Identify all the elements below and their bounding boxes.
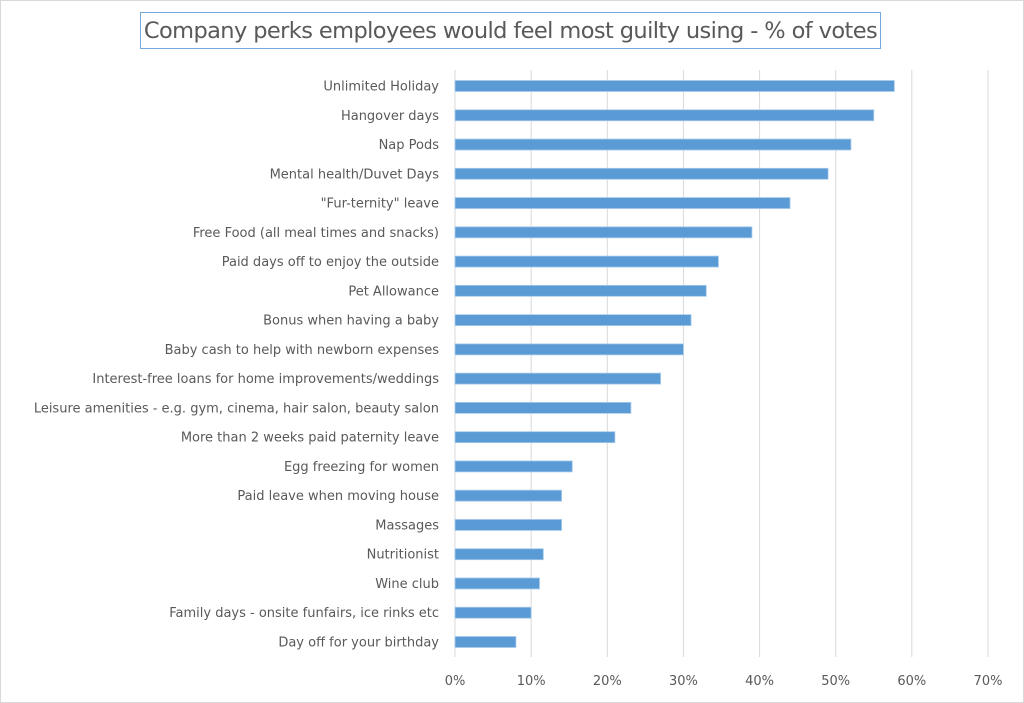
category-label: Free Food (all meal times and snacks)	[193, 226, 439, 241]
bar	[454, 138, 852, 151]
category-label: Egg freezing for women	[284, 460, 439, 475]
category-label: Paid days off to enjoy the outside	[222, 255, 439, 270]
x-tick-label: 60%	[897, 674, 926, 689]
category-labels: Unlimited Holiday Hangover days Nap Pods Me…	[34, 80, 439, 651]
category-label: Day off for your birthday	[278, 636, 439, 651]
category-label: Family days - onsite funfairs, ice rinks…	[169, 606, 439, 621]
bar	[454, 109, 875, 122]
x-tick-labels: 0% 10% 20% 30% 40% 50% 60% 70%	[445, 674, 1003, 689]
category-label: Nutritionist	[367, 548, 439, 563]
bar	[454, 255, 719, 268]
category-label: Pet Allowance	[348, 284, 439, 299]
bar	[454, 636, 517, 648]
bar	[454, 577, 540, 590]
x-tick-label: 40%	[745, 674, 774, 689]
bar	[454, 197, 791, 209]
x-tick-label: 70%	[974, 674, 1003, 689]
bar	[454, 548, 544, 561]
category-label: Bonus when having a baby	[263, 314, 439, 329]
category-label: Interest-free loans for home improvement…	[92, 372, 439, 387]
category-label: Nap Pods	[379, 138, 440, 153]
x-tick-label: 20%	[593, 674, 622, 689]
bar	[454, 80, 895, 92]
bar	[454, 167, 829, 180]
bar	[454, 460, 573, 473]
bar	[454, 343, 684, 356]
bar	[454, 372, 661, 385]
category-label: Leisure amenities - e.g. gym, cinema, ha…	[34, 401, 439, 416]
bar	[454, 489, 562, 502]
category-label: More than 2 weeks paid paternity leave	[181, 431, 439, 446]
category-label: Mental health/Duvet Days	[270, 167, 440, 182]
category-label: Wine club	[375, 577, 439, 592]
bar	[454, 401, 632, 414]
chart-title: Company perks employees would feel most …	[140, 12, 881, 49]
x-tick-label: 0%	[445, 674, 466, 689]
bar	[454, 226, 753, 239]
category-label: Paid leave when moving house	[237, 489, 439, 504]
gridlines	[454, 70, 989, 657]
bar	[454, 314, 692, 327]
category-label: Unlimited Holiday	[323, 80, 439, 95]
bars	[454, 80, 895, 648]
bar	[454, 519, 562, 531]
x-tick-label: 30%	[669, 674, 698, 689]
bar	[454, 606, 532, 619]
category-label: Hangover days	[341, 109, 439, 124]
category-label: "Fur-ternity" leave	[321, 197, 439, 212]
category-label: Massages	[375, 518, 439, 533]
x-tick-label: 10%	[517, 674, 546, 689]
x-tick-label: 50%	[821, 674, 850, 689]
bar	[454, 431, 616, 444]
category-label: Baby cash to help with newborn expenses	[165, 343, 440, 358]
bar	[454, 284, 707, 297]
